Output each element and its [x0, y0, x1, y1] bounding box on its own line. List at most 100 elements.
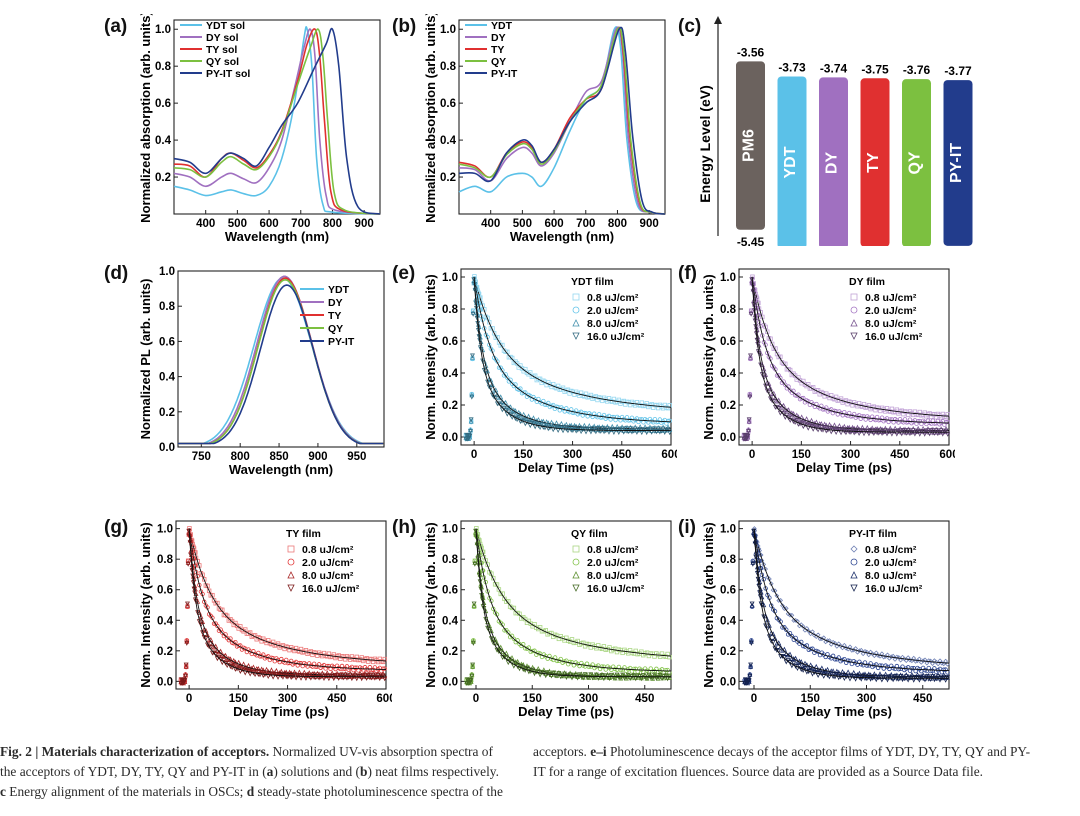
decay-data-point [892, 657, 898, 662]
decay-data-point [329, 673, 335, 679]
decay-data-point [900, 677, 905, 683]
x-tick-label: 600 [939, 449, 955, 461]
plot-frame [460, 520, 672, 690]
y-tick-label: 0.4 [155, 135, 172, 147]
decay-data-point [310, 672, 315, 678]
decay-data-point [558, 425, 564, 431]
decay-data-point [598, 428, 604, 434]
decay-data-point [481, 605, 487, 611]
series-line-dy-sol [173, 28, 381, 215]
decay-data-point [892, 429, 898, 435]
legend-label: 0.8 uJ/cm² [587, 544, 639, 556]
decay-data-point [888, 417, 893, 422]
decay-data-point [748, 354, 753, 360]
decay-data-point [663, 667, 668, 673]
caption-text5: steady-state photoluminescence spectra o… [254, 744, 591, 799]
legend-label: PY-IT [328, 336, 355, 348]
decay-data-point [557, 425, 563, 431]
decay-data-point [794, 418, 800, 423]
decay-data-point [832, 674, 838, 680]
decay-data-point [832, 426, 837, 432]
decay-data-point [521, 390, 526, 395]
decay-data-point [799, 420, 805, 426]
plot-frame [460, 268, 672, 446]
decay-data-point [625, 672, 631, 678]
decay-data-point [928, 658, 933, 664]
caption-b: b [360, 764, 368, 779]
lumo-label: -3.73 [778, 61, 806, 75]
decay-data-point [650, 675, 656, 681]
decay-data-point [910, 428, 916, 434]
decay-data-point [653, 675, 659, 681]
decay-data-point [650, 426, 656, 432]
legend-marker [572, 545, 580, 553]
decay-data-point [506, 630, 511, 635]
y-tick-label: 0.8 [442, 554, 459, 566]
decay-data-point [220, 630, 225, 635]
decay-data-point [516, 415, 522, 421]
decay-data-point [347, 672, 353, 678]
decay-data-point [667, 674, 672, 680]
lumo-label: -3.77 [944, 64, 972, 78]
decay-data-point [257, 672, 263, 678]
legend-label: DY [328, 297, 343, 309]
decay-title: YDT film [571, 276, 614, 288]
x-tick-label: 900 [308, 451, 327, 463]
x-tick-label: 850 [269, 451, 288, 463]
legend-label: PY-IT sol [206, 68, 250, 80]
decay-data-point [491, 330, 497, 336]
decay-data-point [789, 634, 795, 639]
legend-label: QY sol [206, 56, 239, 68]
decay-data-point [769, 341, 775, 347]
decay-data-point [859, 428, 865, 434]
decay-data-point [746, 678, 752, 684]
decay-title: PY-IT film [849, 528, 897, 540]
decay-data-point [834, 668, 840, 674]
x-tick-label: 0 [473, 693, 479, 705]
decay-data-point [876, 430, 882, 436]
decay-data-point [382, 666, 387, 671]
legend-marker [572, 332, 580, 340]
decay-data-point [905, 428, 911, 433]
decay-data-point [637, 417, 643, 422]
decay-data-point [860, 673, 866, 679]
caption-fig: Fig. 2 | [0, 744, 42, 759]
panel-label-c: (c) [678, 16, 702, 37]
decay-data-point [193, 599, 199, 605]
decay-data-point [575, 674, 581, 680]
energy-bar-label: PY-IT [948, 143, 965, 183]
decay-data-point [851, 674, 857, 680]
y-tick-label: 0.4 [440, 135, 457, 147]
decay-data-point [872, 653, 877, 659]
decay-data-point [748, 311, 754, 317]
decay-data-point [324, 673, 330, 679]
y-tick-label: 1.0 [159, 266, 175, 278]
decay-data-point [221, 658, 227, 664]
decay-data-point [570, 428, 576, 434]
legend-marker [850, 571, 858, 579]
y-tick-label: 0.6 [720, 336, 736, 348]
decay-data-point [513, 661, 519, 667]
decay-data-point [935, 661, 941, 667]
legend-label: 16.0 uJ/cm² [587, 331, 645, 343]
decay-title: DY film [849, 276, 885, 288]
decay-data-point [802, 665, 808, 671]
decay-data-point [848, 430, 854, 435]
energy-bar-label: QY [907, 151, 924, 174]
decay-data-point [822, 425, 828, 431]
decay-data-point [259, 669, 265, 675]
x-tick-label: 600 [259, 218, 278, 230]
legend-label: 0.8 uJ/cm² [302, 544, 354, 556]
decay-data-point [550, 670, 556, 676]
decay-data-point [375, 672, 381, 678]
decay-data-point [799, 396, 804, 401]
energy-level-chart: Energy Level (eV)PM6-3.56-5.45YDT-3.73-5… [697, 16, 973, 246]
legend-marker [850, 319, 858, 327]
legend-label: 2.0 uJ/cm² [865, 557, 917, 569]
decay-data-point [883, 675, 889, 681]
qy-decay-chart: 0 150 300 450 0.0 0.2 0.4 0.6 0.8 1.0 Delay Time (… [425, 520, 672, 719]
decay-data-point [933, 428, 939, 433]
y-axis-label: Norm. Intensity (arb. units) [425, 274, 438, 439]
caption-text4: Energy alignment of the materials in OSC… [5, 784, 247, 799]
decay-data-point [834, 672, 840, 677]
